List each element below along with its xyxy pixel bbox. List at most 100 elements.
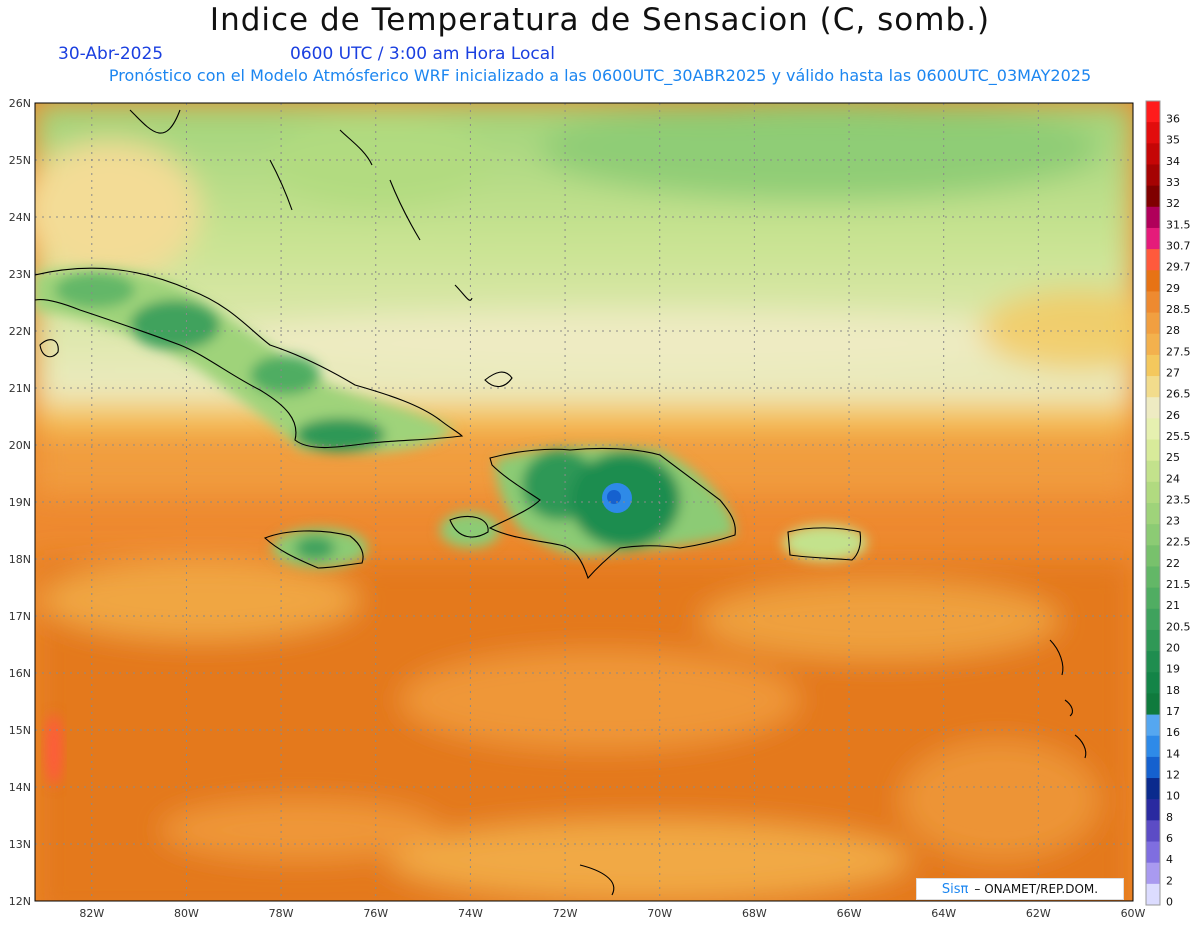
colorbar-swatch [1146,629,1160,652]
lat-tick-label: 26N [9,97,31,110]
colorbar-swatch [1146,185,1160,208]
lon-tick-label: 82W [79,907,104,920]
latitude-labels: 26N 25N 24N 23N 22N 21N 20N 19N 18N 17N 16N 15N 14N 1… [9,97,31,908]
colorbar-label: 0 [1166,895,1173,908]
lon-tick-label: 74W [458,907,483,920]
colorbar-swatch [1146,756,1160,779]
colorbar-swatch [1146,249,1160,271]
lon-tick-label: 80W [174,907,199,920]
colorbar-swatch [1146,587,1160,610]
colorbar-swatch [1146,545,1160,567]
lon-tick-label: 70W [647,907,672,920]
colorbar-label: 30.7 [1166,240,1191,253]
colorbar-swatch [1146,862,1160,885]
lat-tick-label: 12N [9,895,31,908]
colorbar-label: 2 [1166,874,1173,887]
colorbar-swatch [1146,354,1160,377]
colorbar-label: 28 [1166,324,1180,337]
colorbar-swatch [1146,227,1160,250]
colorbar-swatch [1146,566,1160,589]
forecast-time: 0600 UTC / 3:00 am Hora Local [290,44,555,64]
colorbar-swatch [1146,820,1160,843]
colorbar-swatch [1146,122,1160,144]
colorbar-label: 8 [1166,811,1173,824]
forecast-date: 30-Abr-2025 [58,44,164,64]
lat-tick-label: 14N [9,781,31,794]
plot-frame [34,102,1134,902]
colorbar-swatch [1146,693,1160,716]
colorbar-label: 26.5 [1166,388,1191,401]
lon-tick-label: 62W [1026,907,1051,920]
colorbar-swatch [1146,101,1160,123]
colorbar-swatch [1146,672,1160,694]
credit-brand: Sisπ [941,881,969,897]
lon-tick-label: 68W [742,907,767,920]
colorbar-swatch [1146,524,1160,546]
colorbar-swatch [1146,778,1160,800]
colorbar-label: 16 [1166,726,1180,739]
lon-tick-label: 76W [363,907,388,920]
lat-lon-grid [35,103,1133,901]
lat-tick-label: 19N [9,496,31,509]
colorbar-swatch [1146,714,1160,737]
colorbar-frame [1145,100,1161,906]
colorbar-label: 29 [1166,282,1180,295]
colorbar-label: 23.5 [1166,493,1191,506]
colorbar-label: 33 [1166,176,1180,189]
coastlines [35,109,1087,896]
colorbar-label: 35 [1166,134,1180,147]
lat-tick-label: 22N [9,325,31,338]
colorbar-label: 17 [1166,705,1180,718]
colorbar-swatch [1146,164,1160,187]
colorbar-label: 20.5 [1166,620,1191,633]
colorbar-label: 32 [1166,197,1180,210]
colorbar-swatch [1146,418,1160,441]
colorbar-label: 22 [1166,557,1180,570]
credit-box: Sisπ – ONAMET/REP.DOM. [916,878,1124,900]
colorbar-swatch [1146,651,1160,673]
colorbar-swatch [1146,333,1160,356]
colorbar-label: 21 [1166,599,1180,612]
colorbar-swatch [1146,270,1160,292]
lat-tick-label: 20N [9,439,31,452]
colorbar-label: 10 [1166,790,1180,803]
lat-tick-label: 15N [9,724,31,737]
colorbar-swatch [1146,608,1160,631]
credit-text: – ONAMET/REP.DOM. [974,882,1099,896]
lat-tick-label: 25N [9,154,31,167]
colorbar-swatch [1146,439,1160,462]
colorbar-swatch [1146,503,1160,525]
colorbar-label: 34 [1166,155,1180,168]
temperature-field [35,103,1133,901]
lat-tick-label: 18N [9,553,31,566]
lat-tick-label: 21N [9,382,31,395]
colorbar-swatch [1146,206,1160,229]
colorbar-swatch [1146,143,1160,165]
model-description: Pronóstico con el Modelo Atmósferico WRF… [108,66,1092,85]
lat-tick-label: 17N [9,610,31,623]
colorbar-label: 31.5 [1166,218,1191,231]
colorbar-label: 18 [1166,684,1180,697]
colorbar-label: 28.5 [1166,303,1191,316]
lat-tick-label: 23N [9,268,31,281]
colorbar-label: 25.5 [1166,430,1191,443]
lon-tick-label: 72W [553,907,578,920]
colorbar-label: 36 [1166,113,1180,126]
colorbar-label: 19 [1166,663,1180,676]
colorbar-label: 29.7 [1166,261,1191,274]
colorbar-label: 25 [1166,451,1180,464]
colorbar-swatch [1146,291,1160,314]
colorbar-label: 27.5 [1166,345,1191,358]
lon-tick-label: 66W [837,907,862,920]
longitude-labels: 82W 80W 78W 76W 74W 72W 70W 68W 66W 64W 62W 60W [79,907,1145,920]
colorbar-swatch [1146,397,1160,419]
lat-tick-label: 13N [9,838,31,851]
colorbar-label: 22.5 [1166,536,1191,549]
lon-tick-label: 60W [1121,907,1146,920]
colorbar-label: 23 [1166,515,1180,528]
lon-tick-label: 78W [269,907,294,920]
colorbar-swatch [1146,841,1160,864]
chart-title: Indice de Temperatura de Sensacion (C, s… [209,2,991,38]
colorbar-swatch [1146,312,1160,335]
